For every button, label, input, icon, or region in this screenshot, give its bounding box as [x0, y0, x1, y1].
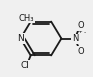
Text: O: O: [77, 47, 84, 56]
Text: Cl: Cl: [20, 61, 29, 70]
Text: +: +: [77, 29, 82, 34]
Text: O: O: [77, 21, 84, 30]
Text: N: N: [17, 34, 24, 43]
Text: -: -: [84, 30, 86, 35]
Text: N: N: [72, 34, 78, 43]
Text: CH₃: CH₃: [19, 14, 34, 23]
